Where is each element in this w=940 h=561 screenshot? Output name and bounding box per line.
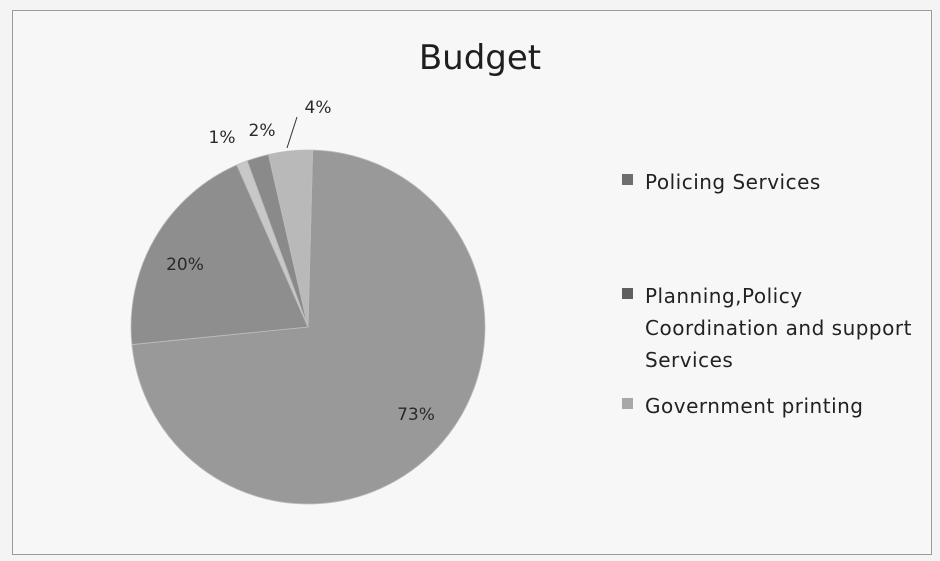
legend-item: Government printing	[622, 390, 935, 422]
data-label: 20%	[166, 255, 204, 275]
data-label: 1%	[209, 128, 236, 148]
legend-label: Government printing	[645, 394, 864, 418]
legend-label: Planning,Policy Coordination and support…	[645, 284, 912, 372]
legend-item: Policing Services	[622, 166, 935, 198]
data-label: 2%	[249, 121, 276, 141]
leader-line	[286, 116, 298, 149]
legend-swatch	[622, 288, 633, 299]
legend-label: Policing Services	[645, 170, 821, 194]
chart-title: Budget	[418, 38, 542, 78]
data-label: 73%	[397, 405, 435, 425]
legend-swatch	[622, 174, 633, 185]
legend-swatch	[622, 398, 633, 409]
data-label: 4%	[305, 98, 332, 118]
slice-planning-policy	[130, 164, 309, 346]
slice-small-4	[268, 149, 314, 328]
legend-item: Planning,Policy Coordination and support…	[622, 280, 935, 376]
